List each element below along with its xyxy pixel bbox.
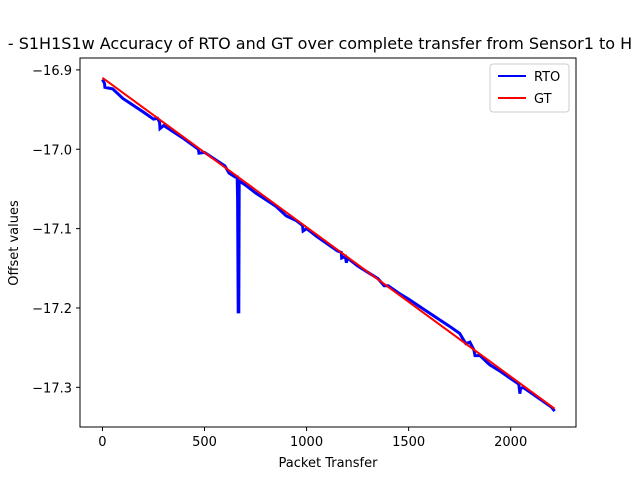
- y-tick-label: −17.3: [32, 381, 72, 396]
- legend-label-rto: RTO: [534, 70, 560, 85]
- x-axis-label: Packet Transfer: [279, 456, 379, 471]
- series-line-gt: [101, 76, 556, 410]
- x-tick-label: 0: [98, 435, 106, 450]
- y-axis-label: Offset values: [7, 200, 22, 286]
- axes-frame: [79, 57, 577, 428]
- x-tick-label: 1000: [290, 435, 323, 450]
- series-line-rto: [101, 78, 556, 413]
- y-tick-label: −17.1: [32, 223, 72, 238]
- x-tick-label: 2000: [494, 435, 527, 450]
- y-tick-label: −16.9: [32, 64, 72, 79]
- y-tick-label: −17.0: [32, 143, 72, 158]
- x-tick-label: 500: [192, 435, 217, 450]
- y-tick-label: −17.2: [32, 302, 72, 317]
- x-tick-label: 1500: [392, 435, 425, 450]
- plot-area: 0 500 1000 1500 2000 −16.9 −17.0 −17.1 −17.2 −17.…: [32, 57, 577, 450]
- legend-label-gt: GT: [534, 92, 552, 107]
- chart-title: - S1H1S1w Accuracy of RTO and GT over co…: [8, 34, 632, 53]
